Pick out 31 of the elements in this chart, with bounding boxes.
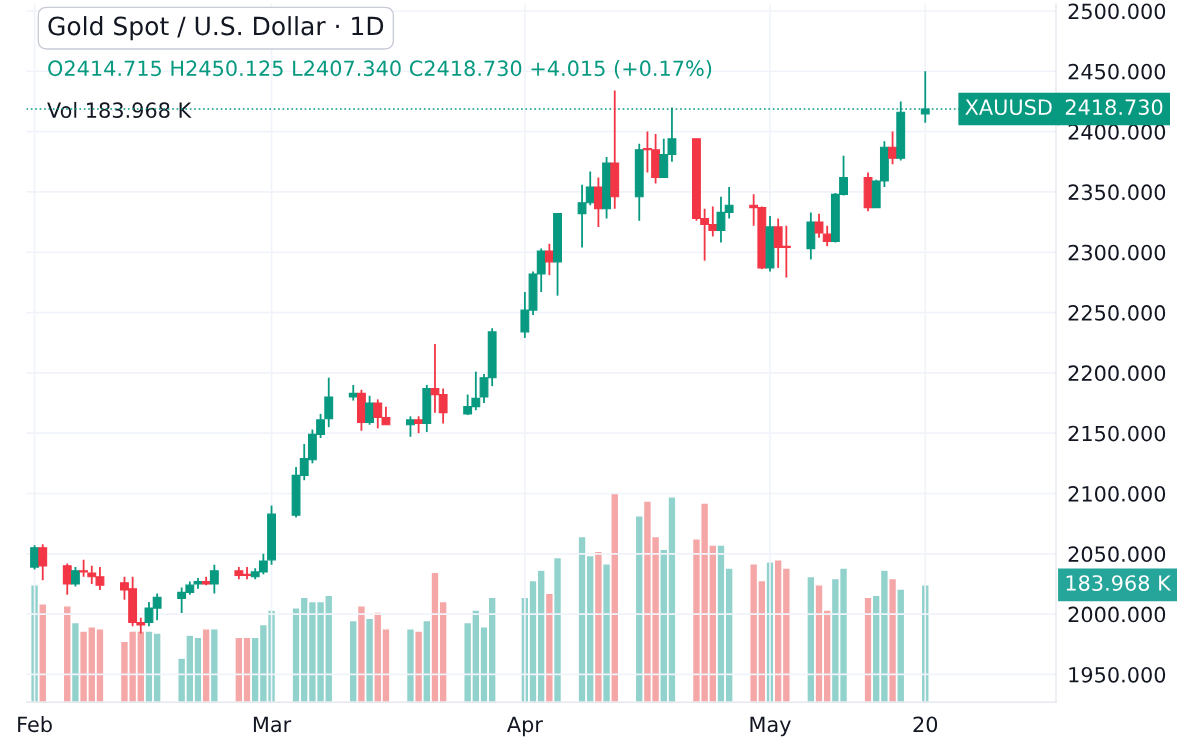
candlestick (365, 394, 375, 426)
chart-title: Gold Spot / U.S. Dollar · 1D (48, 16, 384, 41)
y-tick-label: 2050.000 (1068, 546, 1166, 563)
x-tick-label: 20 (913, 716, 938, 733)
ref-line-label: XAUUSD 2418.730 (965, 99, 1163, 116)
candlestick (70, 566, 80, 588)
y-tick-label: 2350.000 (1068, 184, 1166, 201)
y-tick-label: 2450.000 (1068, 63, 1166, 80)
candlestick (406, 415, 415, 438)
y-tick-label: 2500.000 (1068, 3, 1166, 20)
candlestick (888, 130, 898, 166)
y-tick-label: 2300.000 (1068, 244, 1166, 261)
candlestick (30, 544, 40, 571)
x-tick-label: Mar (253, 716, 292, 733)
y-tick-label: 2150.000 (1068, 425, 1166, 442)
y-tick-label: 2250.000 (1068, 305, 1166, 321)
candlestick (209, 563, 219, 595)
candlestick (593, 176, 603, 228)
candlestick (38, 543, 48, 582)
annotation: Vol 183.968 K (47, 101, 192, 119)
x-tick-label: Apr (507, 716, 543, 737)
candlestick (62, 562, 72, 596)
text: 183.968 K (1066, 575, 1172, 591)
candlestick (544, 242, 554, 277)
x-tick-label: Feb (18, 716, 52, 733)
x-tick-label: May (750, 716, 791, 737)
y-tick-label: 2100.000 (1068, 485, 1166, 502)
y-tick-label: 2000.000 (1068, 606, 1166, 623)
text: O2414.715 H2450.125 L2407.340 C2418.730 +4.015 (+0.17%) (48, 60, 712, 79)
y-tick-label: 2200.000 (1068, 365, 1166, 382)
y-tick-label: 1950.000 (1069, 666, 1166, 683)
